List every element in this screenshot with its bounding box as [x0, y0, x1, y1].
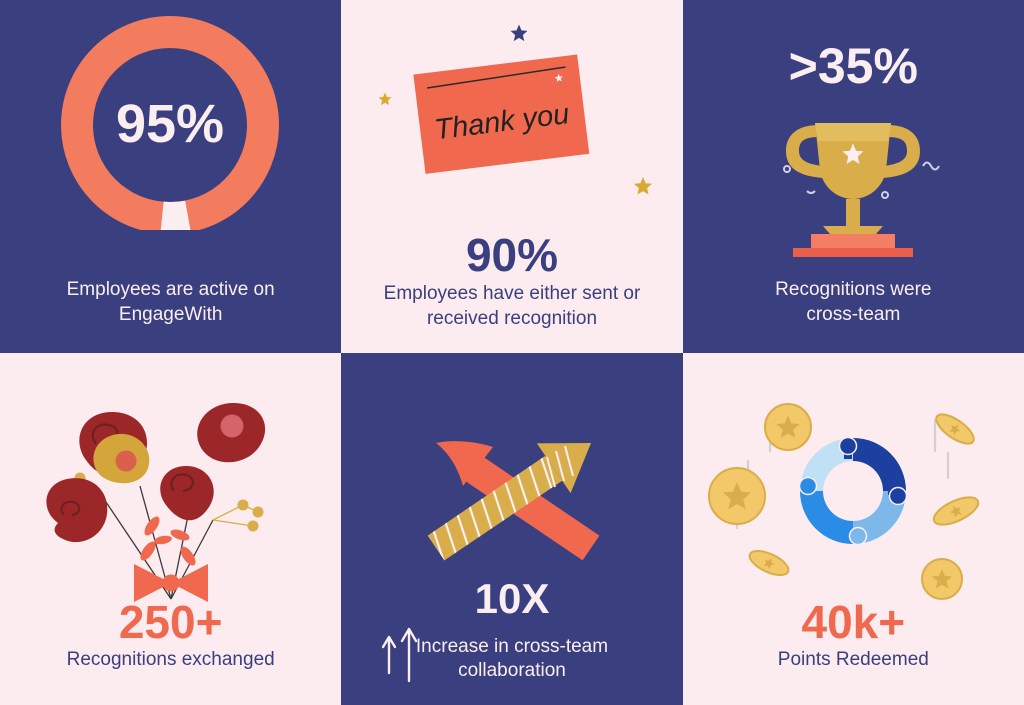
- svg-text:95%: 95%: [116, 94, 224, 154]
